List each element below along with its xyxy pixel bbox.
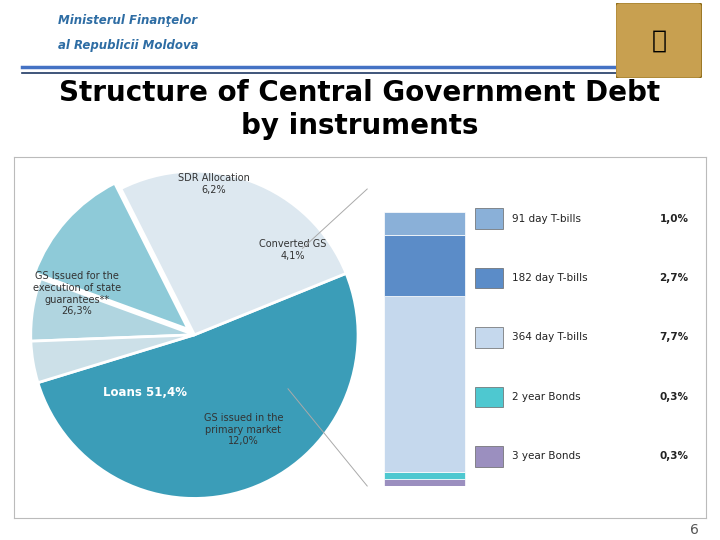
Wedge shape: [121, 171, 346, 335]
Bar: [384, 472, 465, 479]
Text: Converted GS
4,1%: Converted GS 4,1%: [259, 239, 326, 260]
Text: Ministerul Finanţelor: Ministerul Finanţelor: [58, 14, 197, 26]
Text: 0,3%: 0,3%: [660, 451, 688, 461]
Text: 2 year Bonds: 2 year Bonds: [512, 392, 581, 402]
Wedge shape: [38, 273, 358, 498]
Text: 7,7%: 7,7%: [660, 333, 689, 342]
Bar: [475, 446, 503, 467]
Text: al Republicii Moldova: al Republicii Moldova: [58, 39, 198, 52]
Text: 3 year Bonds: 3 year Bonds: [512, 451, 581, 461]
Wedge shape: [35, 183, 189, 329]
Text: 182 day T-bills: 182 day T-bills: [512, 273, 588, 283]
Text: 6: 6: [690, 523, 698, 537]
Text: GS issued in the
primary market
12,0%: GS issued in the primary market 12,0%: [204, 413, 283, 446]
Text: Structure of Central Government Debt
by instruments: Structure of Central Government Debt by …: [60, 79, 660, 140]
Bar: [475, 387, 503, 407]
Text: SDR Allocation
6,2%: SDR Allocation 6,2%: [178, 173, 250, 195]
Text: 1,0%: 1,0%: [660, 214, 688, 224]
Text: 0,3%: 0,3%: [660, 392, 688, 402]
Wedge shape: [31, 335, 194, 383]
Bar: [475, 268, 503, 288]
Bar: [384, 212, 465, 235]
Bar: [384, 296, 465, 472]
Bar: [384, 235, 465, 296]
Text: GS Issued for the
execution of state
guarantees**
26,3%: GS Issued for the execution of state gua…: [32, 272, 121, 316]
Text: 2,7%: 2,7%: [660, 273, 688, 283]
Bar: [475, 208, 503, 229]
Text: 🦅: 🦅: [652, 29, 666, 52]
Text: 91 day T-bills: 91 day T-bills: [512, 214, 581, 224]
FancyBboxPatch shape: [616, 3, 702, 78]
Text: Loans 51,4%: Loans 51,4%: [103, 386, 187, 399]
Bar: [475, 327, 503, 348]
Bar: [384, 479, 465, 486]
Wedge shape: [31, 279, 194, 341]
Text: 364 day T-bills: 364 day T-bills: [512, 333, 588, 342]
